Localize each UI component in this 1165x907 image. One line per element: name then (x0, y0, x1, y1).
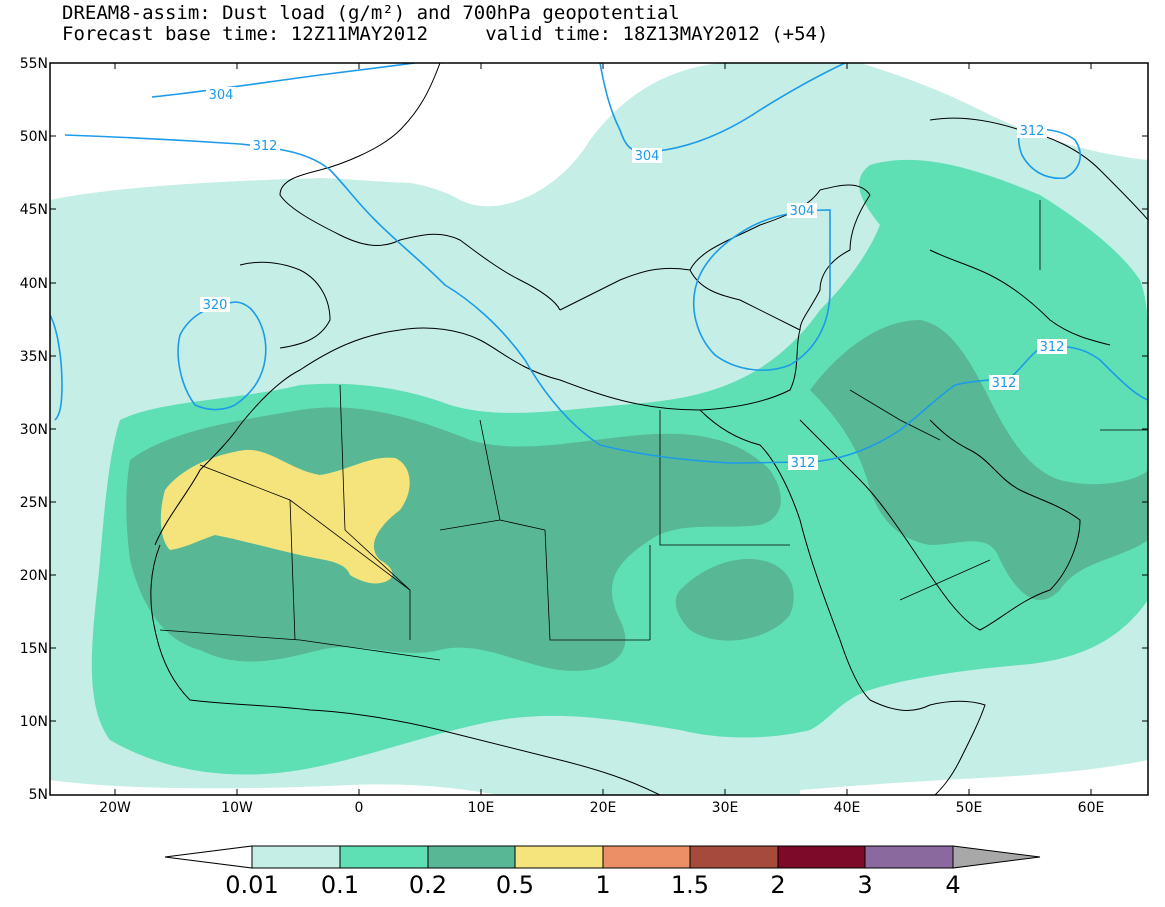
svg-text:312: 312 (992, 376, 1017, 391)
lon-label: 10W (221, 800, 253, 816)
map-title: DREAM8-assim: Dust load (g/m²) and 700hP… (62, 2, 680, 24)
colorbar-swatch (339, 845, 429, 869)
colorbar-label: 0.1 (320, 871, 360, 899)
colorbar-label: 1 (595, 871, 611, 899)
lat-label: 55N (19, 56, 48, 72)
colorbar (164, 845, 1041, 869)
colorbar-swatch (689, 845, 779, 869)
colorbar-label: 4 (945, 871, 961, 899)
colorbar-label: 1.5 (670, 871, 710, 899)
lat-label: 50N (19, 129, 48, 145)
svg-text:304: 304 (635, 149, 660, 164)
contour-label: 320 (200, 297, 230, 313)
colorbar-label: 0.2 (408, 871, 448, 899)
colorbar-under-arrow (164, 845, 253, 869)
lat-label: 45N (19, 202, 48, 218)
lat-label: 35N (19, 349, 48, 365)
colorbar-label: 0.5 (495, 871, 535, 899)
contour-label: 304 (206, 87, 236, 103)
svg-text:312: 312 (253, 139, 278, 154)
contour-label: 312 (250, 138, 280, 154)
contour-label: 304 (632, 148, 662, 164)
svg-text:304: 304 (209, 88, 234, 103)
contour-320-west (177, 301, 267, 411)
svg-text:304: 304 (790, 204, 815, 219)
contour-left-edge (50, 314, 63, 421)
dust-level-0.5 (160, 449, 410, 584)
colorbar-swatch (864, 845, 954, 869)
clear-region (50, 63, 1148, 795)
svg-text:320: 320 (203, 298, 228, 313)
contour-312-west (64, 134, 811, 464)
contour-label: 312 (989, 375, 1019, 391)
svg-text:312: 312 (791, 456, 816, 471)
lon-label: 30E (711, 800, 739, 816)
contour-label: 312 (1037, 339, 1067, 355)
contour-labels: 304 312 304 304 312 320 312 312 312 (200, 87, 1067, 471)
lon-label: 20W (99, 800, 131, 816)
contour-label: 312 (788, 455, 818, 471)
lat-label: 40N (19, 276, 48, 292)
lon-label: 60E (1077, 800, 1105, 816)
colorbar-swatch (514, 845, 604, 869)
lat-label: 15N (19, 641, 48, 657)
colorbar-label: 0.01 (225, 871, 279, 899)
coastlines (150, 63, 1148, 795)
colorbar-swatch (427, 845, 516, 869)
colorbar-label: 3 (857, 871, 873, 899)
svg-text:312: 312 (1020, 124, 1045, 139)
colorbar-label: 2 (770, 871, 786, 899)
colorbar-over-arrow (952, 845, 1041, 869)
colorbar-swatch (251, 845, 341, 869)
country-borders (159, 200, 1148, 661)
lat-label: 25N (19, 495, 48, 511)
lon-label: 20E (589, 800, 617, 816)
colorbar-swatch (602, 845, 691, 869)
lat-label: 5N (28, 787, 48, 803)
lat-label: 20N (19, 568, 48, 584)
lat-label: 30N (19, 422, 48, 438)
lon-label: 0 (354, 800, 364, 816)
colorbar-swatch (777, 845, 866, 869)
svg-text:312: 312 (1040, 340, 1065, 355)
lon-label: 10E (467, 800, 495, 816)
forecast-time-subtitle: Forecast base time: 12Z11MAY2012 valid t… (62, 23, 829, 45)
contour-label: 312 (1017, 123, 1047, 139)
lat-label: 10N (19, 714, 48, 730)
contour-312-northeast (1017, 128, 1081, 180)
contour-304-turkey (692, 209, 831, 371)
lon-label: 50E (955, 800, 983, 816)
axis-ticks (50, 63, 1148, 795)
lon-label: 40E (833, 800, 861, 816)
contour-label: 304 (787, 203, 817, 219)
contour-304-north (151, 63, 416, 98)
